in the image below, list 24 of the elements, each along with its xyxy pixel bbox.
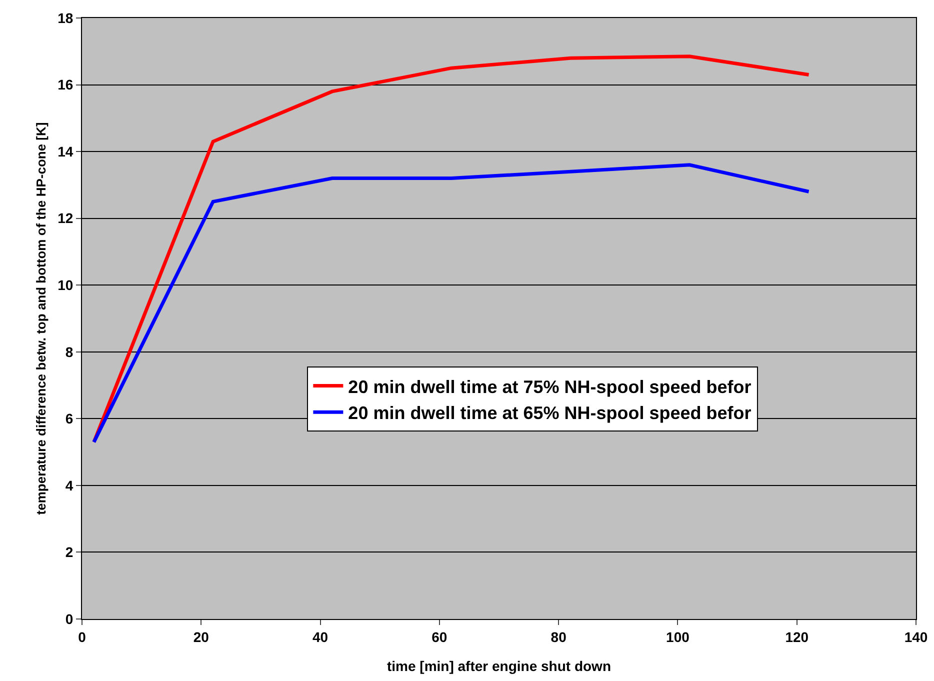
y-tick-label: 8	[65, 344, 74, 360]
y-tick-label: 16	[58, 76, 74, 93]
x-tick-label: 100	[666, 628, 690, 645]
line-series	[92, 54, 811, 444]
x-tick-label: 140	[904, 628, 928, 645]
y-tick-label: 6	[65, 410, 74, 427]
x-tick-label: 120	[785, 628, 809, 645]
x-axis-title: time [min] after engine shut down	[386, 658, 612, 674]
y-tick-label: 0	[65, 610, 74, 627]
legend-label: 20 min dwell time at 65% NH-spool speed befor	[348, 403, 752, 424]
x-tick-label: 20	[193, 628, 210, 645]
y-tick-label: 14	[58, 143, 74, 160]
y-tick-label: 12	[58, 210, 74, 226]
y-tick-label: 4	[65, 477, 74, 494]
legend-label: 20 min dwell time at 75% NH-spool speed befor	[348, 376, 752, 397]
y-tick-label: 2	[65, 544, 74, 560]
y-tick-label: 10	[58, 277, 74, 294]
y-axis-title: temperature difference betw. top and bottom of the HP-cone [K]	[34, 122, 49, 515]
x-tick-label: 40	[312, 628, 328, 645]
x-tick-label: 0	[78, 628, 86, 645]
y-tick-label: 18	[58, 10, 74, 26]
x-tick-label: 80	[550, 628, 567, 645]
line-series	[92, 163, 811, 444]
x-tick-label: 60	[432, 628, 448, 645]
